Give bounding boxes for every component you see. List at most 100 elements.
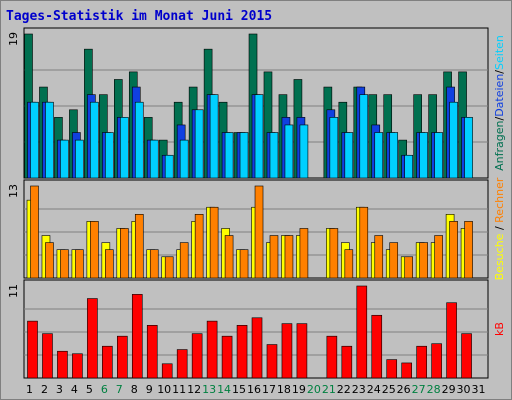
middle-bar-hits-day-29 xyxy=(449,221,458,279)
middle-series-hits xyxy=(30,185,473,279)
upper-bar-pages-day-24 xyxy=(374,132,384,179)
upper-bar-pages-day-2 xyxy=(45,101,54,179)
day-label-21: 21 xyxy=(322,383,336,396)
lower-bar-kbytes-day-1 xyxy=(27,320,38,379)
upper-bar-pages-day-11 xyxy=(179,139,189,179)
upper-legend-item-4: Seiten xyxy=(493,35,506,70)
middle-bar-hits-day-9 xyxy=(149,249,159,279)
upper-bar-pages-day-29 xyxy=(449,101,458,179)
day-label-9: 9 xyxy=(146,383,153,396)
lower-legend: kB xyxy=(493,322,506,336)
upper-bar-pages-day-16 xyxy=(254,94,264,179)
upper-bar-pages-day-10 xyxy=(164,154,174,179)
chart-title: Tages-Statistik im Monat Juni 2015 xyxy=(6,9,272,24)
upper-legend-item-3: / xyxy=(493,70,506,74)
upper-bar-pages-day-18 xyxy=(284,124,294,179)
day-label-24: 24 xyxy=(367,383,381,396)
lower-bar-kbytes-day-15 xyxy=(236,325,248,379)
day-label-25: 25 xyxy=(382,383,396,396)
upper-bar-pages-day-9 xyxy=(149,139,159,179)
middle-bar-hits-day-19 xyxy=(299,228,309,279)
middle-bar-hits-day-28 xyxy=(434,235,443,279)
upper-bar-pages-day-21 xyxy=(329,117,339,179)
middle-bar-hits-day-13 xyxy=(209,206,219,279)
upper-panel: 19 Anfragen/Dateien/Seiten xyxy=(7,27,506,179)
day-label-4: 4 xyxy=(71,383,78,396)
lower-bar-kbytes-day-9 xyxy=(146,325,158,379)
upper-bar-pages-day-25 xyxy=(389,132,399,179)
lower-bar-kbytes-day-16 xyxy=(251,317,263,379)
lower-bar-kbytes-day-11 xyxy=(176,349,188,379)
day-label-13: 13 xyxy=(202,383,216,396)
lower-bar-kbytes-day-23 xyxy=(356,285,368,379)
upper-bar-pages-day-8 xyxy=(134,101,144,179)
upper-bar-pages-day-23 xyxy=(359,94,369,179)
upper-bar-pages-day-7 xyxy=(120,117,129,179)
middle-bar-hits-day-12 xyxy=(194,214,204,279)
day-label-6: 6 xyxy=(101,383,108,396)
lower-bar-kbytes-day-10 xyxy=(161,363,173,379)
lower-bar-kbytes-day-13 xyxy=(206,320,218,379)
upper-bar-pages-day-26 xyxy=(404,154,413,179)
lower-bar-kbytes-day-8 xyxy=(131,294,143,379)
lower-bar-kbytes-day-6 xyxy=(102,345,113,379)
lower-bar-kbytes-day-25 xyxy=(386,359,398,379)
lower-bar-kbytes-day-26 xyxy=(401,362,412,379)
upper-bar-pages-day-30 xyxy=(464,117,473,179)
day-label-22: 22 xyxy=(337,383,351,396)
middle-legend-item-0: Besuche xyxy=(493,233,506,280)
middle-bar-hits-day-23 xyxy=(359,206,369,279)
middle-bar-hits-day-8 xyxy=(134,214,144,279)
middle-legend: Besuche / Rechner xyxy=(493,177,506,280)
upper-legend-item-1: / xyxy=(493,117,506,121)
middle-bar-hits-day-18 xyxy=(284,235,294,279)
day-label-5: 5 xyxy=(86,383,93,396)
day-label-8: 8 xyxy=(131,383,138,396)
lower-bar-kbytes-day-12 xyxy=(191,333,203,379)
middle-bar-hits-day-24 xyxy=(374,235,384,279)
lower-bar-kbytes-day-28 xyxy=(431,343,442,379)
middle-bar-hits-day-10 xyxy=(164,256,174,279)
upper-bar-pages-day-28 xyxy=(434,132,443,179)
day-label-16: 16 xyxy=(247,383,261,396)
day-label-2: 2 xyxy=(41,383,48,396)
lower-bar-kbytes-day-5 xyxy=(87,298,98,379)
lower-bar-kbytes-day-18 xyxy=(281,323,293,379)
day-label-12: 12 xyxy=(187,383,201,396)
middle-bar-hits-day-7 xyxy=(120,228,129,279)
middle-bar-hits-day-17 xyxy=(269,235,279,279)
day-label-26: 26 xyxy=(397,383,411,396)
upper-bar-pages-day-5 xyxy=(90,101,99,179)
day-label-29: 29 xyxy=(442,383,456,396)
lower-bar-kbytes-day-3 xyxy=(57,350,68,379)
middle-bar-hits-day-25 xyxy=(389,242,399,279)
middle-panel: 13 Besuche / Rechner xyxy=(7,177,506,280)
lower-bar-kbytes-day-7 xyxy=(117,335,128,379)
lower-bar-kbytes-day-17 xyxy=(266,344,278,379)
lower-panel: 11 kB xyxy=(7,279,506,379)
upper-legend-item-2: Dateien xyxy=(493,74,506,117)
day-label-19: 19 xyxy=(292,383,306,396)
day-label-15: 15 xyxy=(232,383,246,396)
lower-bar-kbytes-day-29 xyxy=(446,302,457,379)
middle-bar-hits-day-1 xyxy=(30,185,39,279)
upper-bar-pages-day-14 xyxy=(224,132,234,179)
upper-legend: Anfragen/Dateien/Seiten xyxy=(493,35,506,171)
middle-legend-item-1: / xyxy=(493,223,506,234)
upper-bar-pages-day-4 xyxy=(75,139,84,179)
lower-legend-item-0: kB xyxy=(493,322,506,336)
middle-bar-hits-day-5 xyxy=(90,221,99,279)
upper-bar-pages-day-19 xyxy=(299,124,309,179)
upper-ymax-label: 19 xyxy=(7,32,20,46)
middle-bar-hits-day-4 xyxy=(75,249,84,279)
day-label-11: 11 xyxy=(172,383,186,396)
day-label-10: 10 xyxy=(157,383,171,396)
lower-bar-kbytes-day-19 xyxy=(296,323,308,379)
middle-bar-hits-day-14 xyxy=(224,235,234,279)
upper-bar-pages-day-27 xyxy=(419,132,428,179)
lower-bar-kbytes-day-21 xyxy=(326,335,338,379)
day-label-28: 28 xyxy=(427,383,441,396)
day-label-1: 1 xyxy=(26,383,33,396)
lower-series-kbytes xyxy=(27,285,472,379)
